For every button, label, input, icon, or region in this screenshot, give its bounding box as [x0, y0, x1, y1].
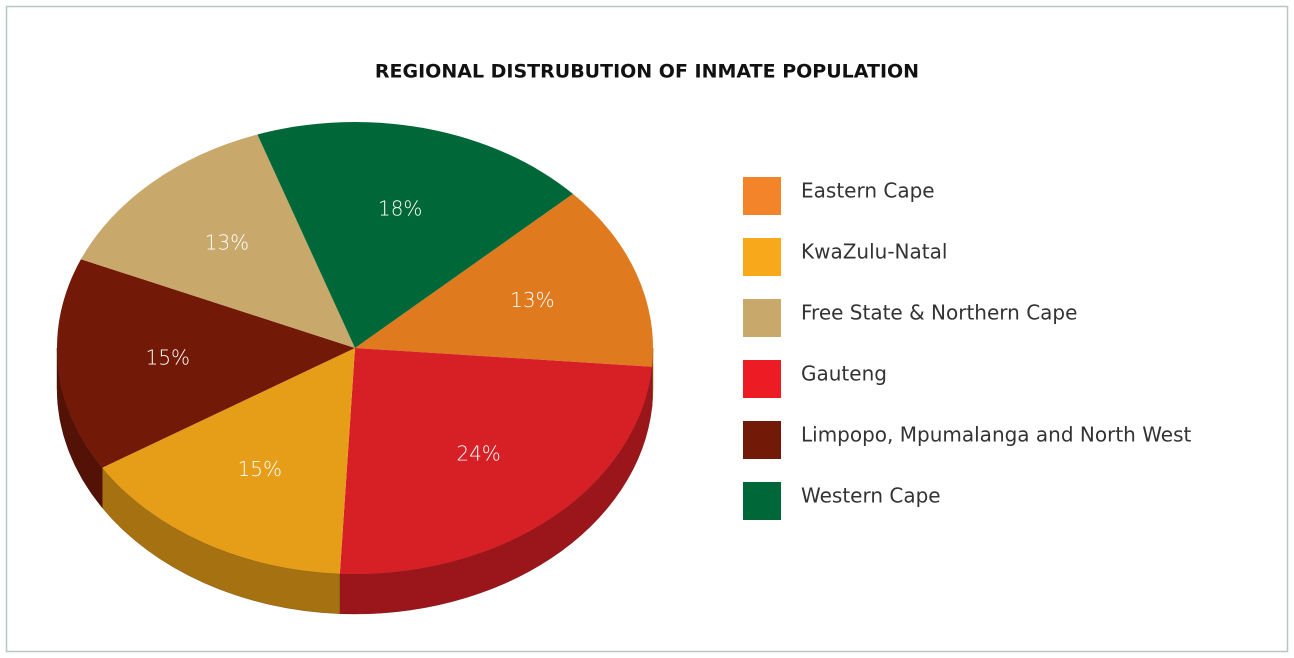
slice-label: 13%	[205, 230, 249, 254]
slice	[56, 259, 355, 468]
legend-label: KwaZulu-Natal	[801, 240, 947, 264]
slice-label: 18%	[378, 196, 422, 220]
chart-title: REGIONAL DISTRUBUTION OF INMATE POPULATI…	[375, 61, 919, 83]
legend-swatch	[743, 421, 781, 459]
pie: 13% 24% 15% 15% 13% 18%	[56, 122, 654, 615]
slice	[339, 348, 652, 574]
slice-label: 13%	[510, 288, 554, 312]
legend-label: Free State & Northern Cape	[801, 301, 1077, 325]
legend-swatch	[743, 299, 781, 337]
slice-label: 24%	[456, 442, 500, 466]
legend-label: Western Cape	[801, 484, 941, 508]
legend-swatch	[743, 238, 781, 276]
legend-swatch	[743, 482, 781, 520]
legend-swatch	[743, 177, 781, 215]
slice	[102, 348, 355, 574]
legend: Eastern Cape KwaZulu-Natal Free State & No…	[743, 177, 1192, 520]
slice-label: 15%	[238, 457, 282, 481]
legend-label: Gauteng	[801, 362, 887, 386]
slice	[355, 193, 653, 367]
legend-label: Eastern Cape	[801, 179, 935, 203]
slice	[257, 122, 573, 349]
legend-label: Limpopo, Mpumalanga and North West	[801, 423, 1192, 447]
slice	[80, 134, 355, 348]
legend-swatch	[743, 360, 781, 398]
slice-label: 15%	[146, 345, 190, 369]
